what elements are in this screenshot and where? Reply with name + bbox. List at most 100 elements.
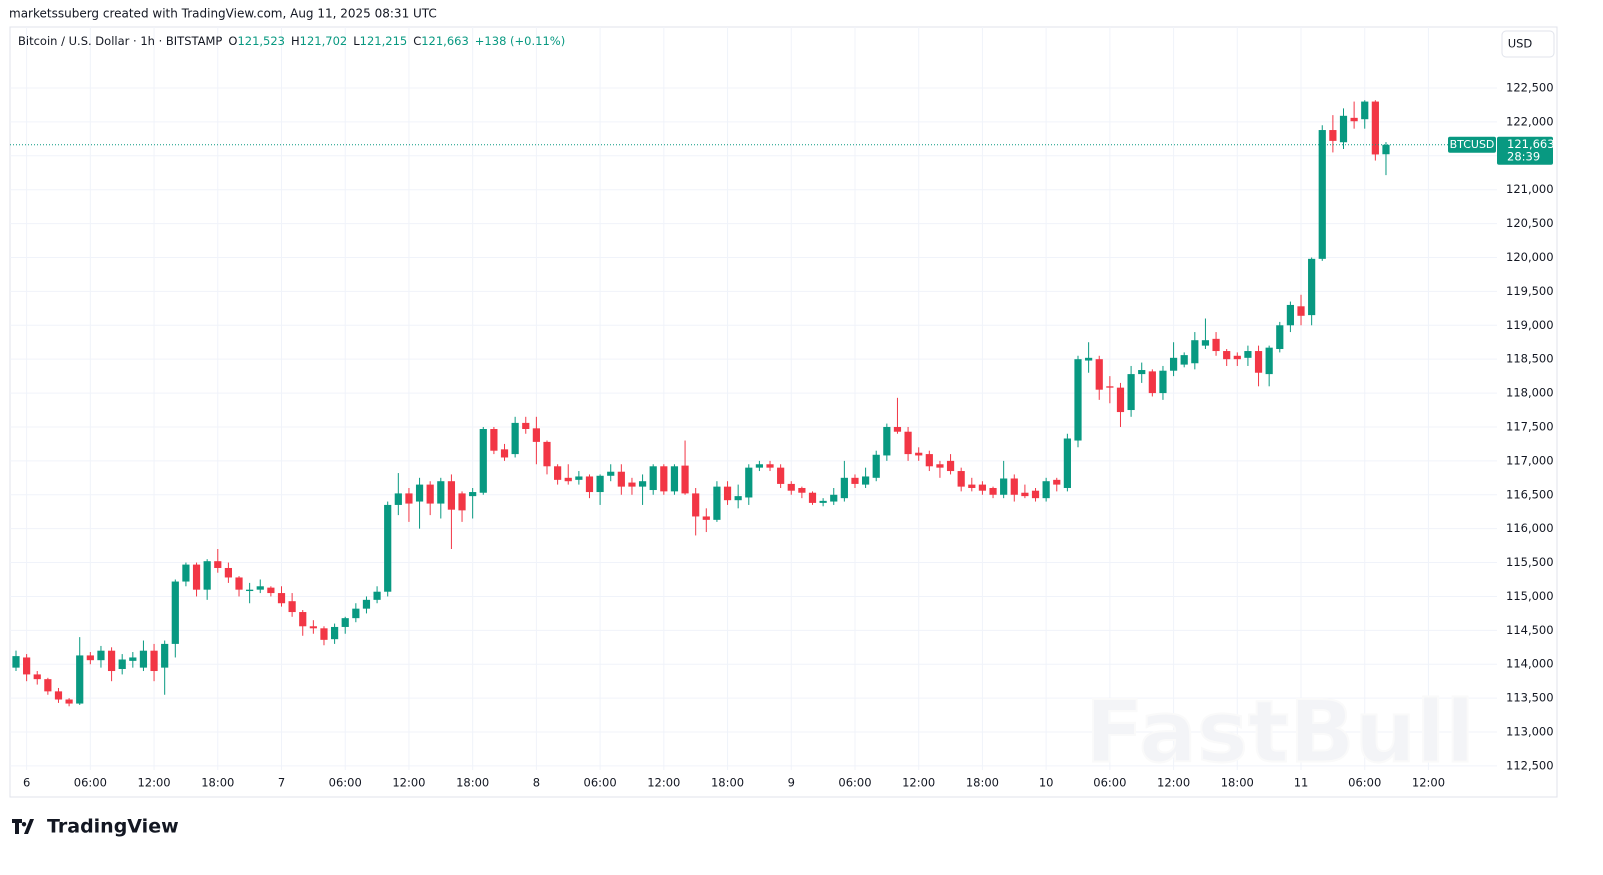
candle-body bbox=[405, 493, 413, 504]
candle-body bbox=[362, 599, 371, 609]
candle-body bbox=[883, 426, 891, 456]
candle-body bbox=[1201, 340, 1210, 346]
candle-body bbox=[978, 484, 987, 491]
grid bbox=[10, 27, 1497, 770]
legend-key: L bbox=[353, 34, 360, 48]
candle-body bbox=[118, 659, 126, 669]
y-tick-label: 116,500 bbox=[1506, 487, 1554, 501]
candle-body bbox=[150, 650, 158, 672]
candle-body bbox=[1138, 370, 1146, 375]
candle-body bbox=[1371, 101, 1379, 155]
candle-body bbox=[1127, 374, 1135, 411]
candle-body bbox=[1276, 325, 1284, 350]
candle-body bbox=[1148, 371, 1156, 394]
candle-body bbox=[904, 431, 912, 455]
x-tick-label: 18:00 bbox=[966, 776, 999, 790]
candle-body bbox=[426, 484, 434, 504]
candle-body bbox=[1308, 258, 1316, 316]
candle-body bbox=[341, 618, 349, 627]
candle-body bbox=[766, 464, 774, 468]
y-tick-label: 117,000 bbox=[1506, 453, 1554, 467]
currency-box[interactable] bbox=[1501, 30, 1555, 58]
x-tick-label: 12:00 bbox=[392, 776, 425, 790]
y-tick-label: 117,500 bbox=[1506, 419, 1554, 433]
candle-body bbox=[288, 601, 296, 613]
candle-body bbox=[1339, 115, 1348, 143]
currency[interactable]: USD bbox=[1508, 37, 1533, 51]
y-tick-label: 113,500 bbox=[1506, 691, 1554, 705]
candle-body bbox=[1106, 386, 1114, 388]
symbol-tag-text: BTCUSD bbox=[1450, 138, 1495, 151]
x-tick-label: 18:00 bbox=[201, 776, 234, 790]
candle-body bbox=[649, 466, 657, 491]
candle-body bbox=[628, 482, 636, 487]
x-tick-label: 12:00 bbox=[1157, 776, 1190, 790]
candle-body bbox=[1329, 130, 1337, 141]
candle-body bbox=[989, 487, 997, 495]
candle-body bbox=[1116, 387, 1125, 413]
candle-body bbox=[851, 477, 859, 484]
candle-body bbox=[320, 628, 328, 640]
candle-body bbox=[246, 589, 254, 592]
candle-body bbox=[384, 504, 392, 592]
x-tick-label: 10 bbox=[1039, 776, 1054, 790]
candle-body bbox=[490, 429, 498, 451]
candle-body bbox=[830, 494, 838, 502]
x-tick-label: 9 bbox=[788, 776, 795, 790]
x-tick-label: 18:00 bbox=[1221, 776, 1254, 790]
candle-body bbox=[893, 426, 902, 432]
candle-body bbox=[1159, 370, 1167, 394]
y-tick-label: 112,500 bbox=[1506, 758, 1554, 772]
candle-body bbox=[171, 581, 179, 644]
candle-body bbox=[745, 467, 753, 498]
x-tick-label: 18:00 bbox=[456, 776, 489, 790]
candle-body bbox=[1286, 304, 1294, 326]
y-tick-label: 119,500 bbox=[1506, 284, 1554, 298]
logo-text: TradingView bbox=[47, 816, 179, 838]
candle-body bbox=[299, 612, 307, 627]
candle-body bbox=[44, 679, 52, 692]
price-tag bbox=[1497, 136, 1553, 165]
candle-body bbox=[681, 465, 689, 494]
candle-body bbox=[1074, 359, 1082, 441]
candle-body bbox=[1265, 347, 1273, 375]
candle-body bbox=[734, 496, 742, 501]
candle-body bbox=[1053, 479, 1061, 485]
y-tick-label: 118,000 bbox=[1506, 386, 1554, 400]
candle-body bbox=[957, 471, 965, 487]
author-line: marketssuberg created with TradingView.c… bbox=[9, 7, 437, 21]
candle-body bbox=[161, 643, 169, 668]
symbol-tag bbox=[1448, 136, 1496, 153]
price-tag-price: 121,663 bbox=[1507, 137, 1555, 151]
x-tick-label: 06:00 bbox=[584, 776, 617, 790]
candle-body bbox=[447, 481, 456, 510]
candle-body bbox=[713, 486, 721, 520]
legend-value: 121,215 bbox=[360, 34, 408, 48]
candle-body bbox=[373, 591, 381, 600]
y-tick-label: 113,000 bbox=[1506, 725, 1554, 739]
candle-body bbox=[267, 587, 275, 594]
candle-body bbox=[787, 483, 795, 491]
candle-body bbox=[1063, 438, 1071, 488]
candle-body bbox=[670, 466, 679, 492]
candle-body bbox=[522, 422, 530, 430]
candle-body bbox=[840, 477, 848, 499]
candle-body bbox=[1085, 357, 1093, 361]
legend-key: O bbox=[228, 34, 237, 48]
x-tick-label: 06:00 bbox=[329, 776, 362, 790]
candle-body bbox=[607, 471, 615, 476]
legend-key: H bbox=[291, 34, 300, 48]
candle-body bbox=[214, 561, 222, 568]
overlay: 112,500 113,000 113,500 114,000 114,500 115,0… bbox=[10, 81, 1555, 790]
logo-icon bbox=[12, 819, 34, 834]
candle-body bbox=[139, 650, 148, 668]
footer-logo: TradingView bbox=[12, 816, 179, 838]
y-tick-label: 114,500 bbox=[1506, 623, 1554, 637]
x-tick-label: 06:00 bbox=[1348, 776, 1381, 790]
candle-body bbox=[479, 429, 487, 493]
candle-body bbox=[564, 477, 572, 482]
y-tick-label: 122,500 bbox=[1506, 81, 1554, 95]
candle-body bbox=[1169, 357, 1178, 371]
legend-change: +138 (+0.11%) bbox=[475, 34, 565, 48]
candle-body bbox=[1000, 478, 1008, 495]
